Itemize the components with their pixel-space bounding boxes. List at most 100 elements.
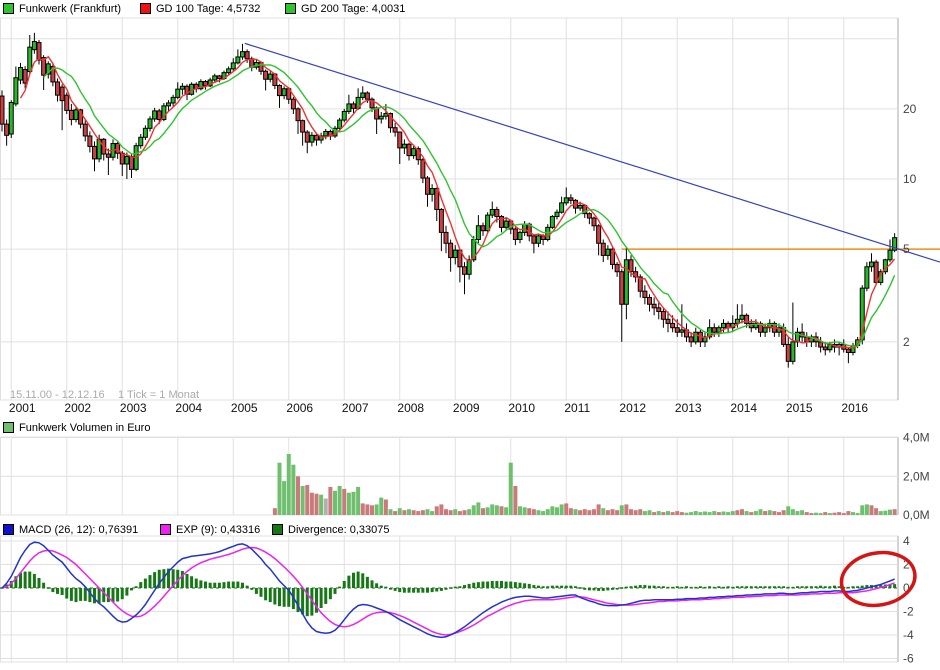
volume-bar bbox=[707, 512, 712, 515]
divergence-bar bbox=[245, 585, 249, 589]
candle-up bbox=[235, 56, 241, 64]
divergence-bar bbox=[458, 586, 462, 589]
divergence-bar bbox=[296, 588, 300, 613]
divergence-bar bbox=[550, 585, 554, 589]
divergence-bar bbox=[823, 586, 827, 589]
volume-bar bbox=[374, 504, 379, 515]
candle-up bbox=[138, 136, 144, 147]
divergence-bar bbox=[809, 586, 813, 589]
divergence-bar bbox=[592, 588, 596, 591]
divergence-bar bbox=[537, 585, 540, 589]
candle-up bbox=[536, 235, 541, 244]
divergence-bar bbox=[661, 586, 665, 589]
volume-bar bbox=[499, 506, 504, 515]
divergence-bar bbox=[324, 588, 328, 604]
volume-tick-label: 4,0M bbox=[903, 431, 930, 445]
divergence-bar bbox=[708, 586, 712, 589]
divergence-bar bbox=[315, 588, 318, 613]
divergence-swatch bbox=[272, 524, 283, 535]
volume-bar bbox=[846, 511, 851, 515]
volume-bar bbox=[633, 510, 638, 515]
volume-bar bbox=[629, 509, 633, 515]
volume-bar bbox=[388, 509, 393, 515]
candle-up bbox=[887, 249, 893, 261]
divergence-bar bbox=[185, 573, 189, 588]
gd200-swatch bbox=[285, 3, 296, 14]
volume-bar bbox=[314, 493, 319, 515]
candle-down bbox=[758, 322, 763, 333]
price-tick-label: 10 bbox=[903, 172, 917, 186]
divergence-bar bbox=[250, 588, 254, 590]
divergence-bar bbox=[375, 583, 379, 588]
candle-down bbox=[277, 84, 282, 97]
candle-down bbox=[216, 75, 222, 79]
candle-down bbox=[434, 188, 440, 210]
candle-up bbox=[31, 41, 37, 51]
divergence-bar bbox=[791, 586, 795, 589]
candle-up bbox=[869, 261, 874, 268]
divergence-bar bbox=[379, 585, 383, 589]
divergence-bar bbox=[305, 588, 309, 617]
price-tick-label: 20 bbox=[903, 102, 917, 116]
candle-up bbox=[212, 75, 218, 81]
candle-up bbox=[549, 216, 555, 228]
candle-up bbox=[503, 220, 509, 228]
candle-down bbox=[591, 217, 597, 227]
volume-bar bbox=[596, 504, 601, 515]
candle-down bbox=[818, 341, 824, 348]
divergence-bar bbox=[476, 582, 480, 589]
divergence-bar bbox=[352, 572, 355, 589]
macd-tick-label: -4 bbox=[903, 628, 914, 642]
candle-up bbox=[563, 197, 569, 204]
volume-bar bbox=[457, 511, 462, 515]
divergence-bar bbox=[199, 580, 203, 588]
divergence-bar bbox=[287, 588, 291, 607]
divergence-bar bbox=[106, 588, 110, 603]
candle-down bbox=[92, 145, 97, 160]
volume-bar bbox=[346, 492, 351, 515]
divergence-bar bbox=[453, 586, 457, 589]
divergence-bar bbox=[83, 588, 87, 601]
candle-down bbox=[596, 225, 602, 244]
candle-down bbox=[0, 95, 5, 125]
divergence-bar bbox=[481, 581, 485, 589]
volume-bar bbox=[730, 511, 735, 515]
candle-up bbox=[429, 188, 435, 195]
volume-bar bbox=[601, 508, 606, 515]
divergence-bar bbox=[726, 586, 730, 589]
volume-bar bbox=[832, 512, 837, 515]
candle-up bbox=[864, 266, 870, 289]
volume-bar bbox=[333, 490, 337, 515]
candle-up bbox=[790, 341, 796, 362]
volume-bar bbox=[855, 513, 860, 515]
volume-bar bbox=[291, 464, 296, 515]
candle-up bbox=[383, 113, 389, 117]
candle-down bbox=[388, 113, 393, 129]
divergence-bar bbox=[264, 588, 268, 601]
volume-bar bbox=[814, 512, 818, 515]
divergence-bar bbox=[370, 580, 374, 588]
divergence-bar bbox=[194, 578, 198, 588]
volume-bar bbox=[684, 512, 689, 515]
volume-bar bbox=[286, 454, 291, 515]
candle-down bbox=[392, 127, 398, 133]
candle-down bbox=[480, 225, 486, 232]
signal-line bbox=[1, 546, 895, 636]
divergence-bar bbox=[157, 569, 161, 588]
volume-bar bbox=[425, 509, 430, 515]
volume-bar bbox=[721, 511, 726, 515]
candle-up bbox=[623, 259, 629, 305]
candle-up bbox=[693, 331, 699, 343]
candle-up bbox=[702, 336, 708, 343]
candle-down bbox=[586, 213, 592, 219]
candle-up bbox=[152, 110, 158, 120]
divergence-bar bbox=[356, 571, 360, 589]
volume-bar bbox=[416, 511, 421, 515]
macd-line bbox=[1, 541, 895, 639]
divergence-bar bbox=[463, 585, 466, 588]
volume-bar bbox=[652, 512, 657, 515]
candle-up bbox=[475, 225, 481, 240]
divergence-bar bbox=[564, 585, 568, 589]
divergence-bar bbox=[555, 585, 559, 589]
